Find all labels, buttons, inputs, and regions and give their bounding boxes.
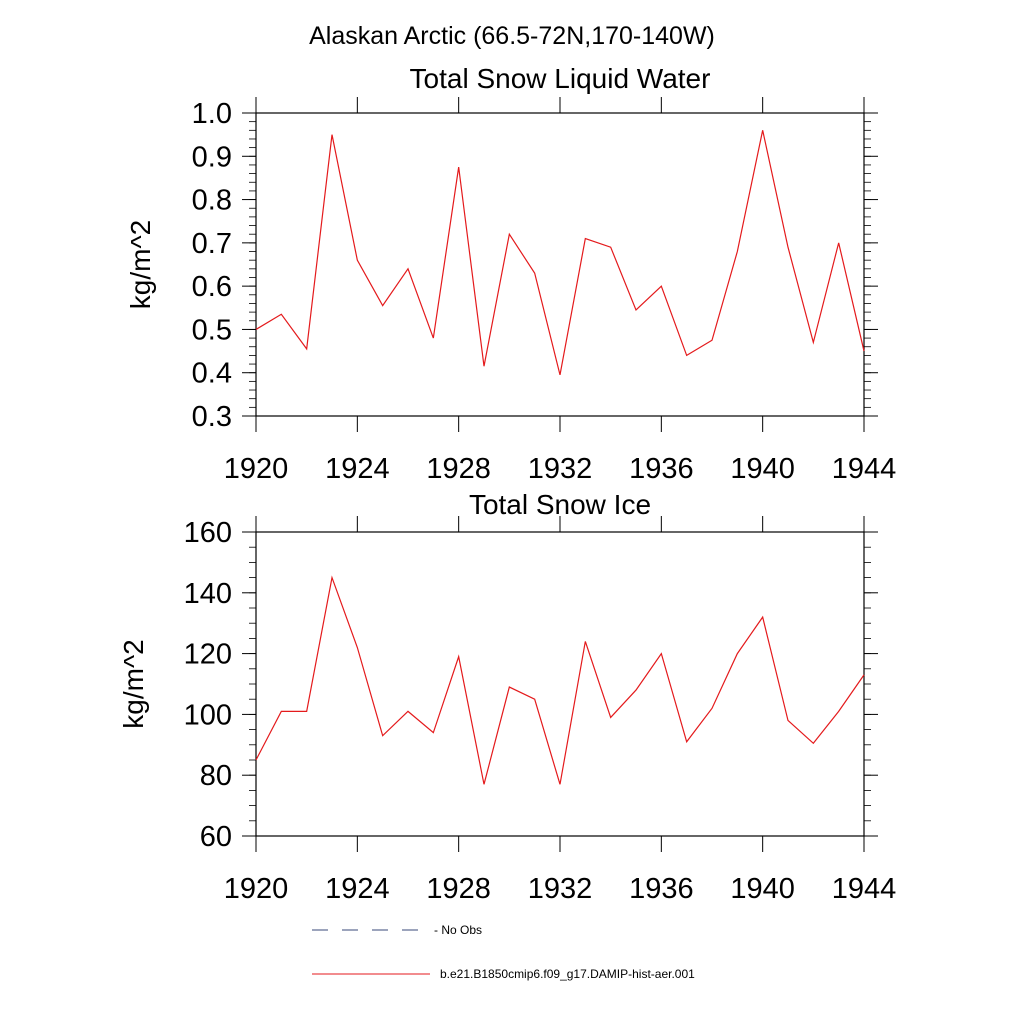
chart-panels: Total Snow Liquid Water kg/m^2 1920 1924 192… xyxy=(118,63,896,905)
x-tick-label: 1932 xyxy=(528,873,593,905)
y-tick-label: 160 xyxy=(184,517,232,549)
x-tick-label: 1924 xyxy=(325,873,390,905)
y-tick-label: 80 xyxy=(200,760,232,792)
y-tick-label: 120 xyxy=(184,639,232,671)
x-tick-label: 1928 xyxy=(426,873,491,905)
y-tick-label: 100 xyxy=(184,699,232,731)
y-tick-label: 0.6 xyxy=(192,271,232,303)
legend-label-2: b.e21.B1850cmip6.f09_g17.DAMIP-hist-aer.… xyxy=(440,967,695,981)
x-tick-label: 1932 xyxy=(528,453,593,485)
plot-frame xyxy=(255,531,865,837)
x-tick-label: 1940 xyxy=(730,453,795,485)
y-tick-label: 140 xyxy=(184,578,232,610)
x-tick-label: 1924 xyxy=(325,453,390,485)
y-tick-label: 0.4 xyxy=(192,358,232,390)
chart-panel-1: Total Snow Liquid Water kg/m^2 1920 1924 192… xyxy=(125,63,896,485)
x-tick-label: 1928 xyxy=(426,453,491,485)
figure-title: Alaskan Arctic (66.5-72N,170-140W) xyxy=(309,22,715,50)
legend: - No Obs b.e21.B1850cmip6.f09_g17.DAMIP-h… xyxy=(312,923,695,981)
x-tick-label: 1920 xyxy=(224,453,289,485)
y-tick-label: 0.3 xyxy=(192,401,232,433)
chart-title: Total Snow Liquid Water xyxy=(410,63,711,94)
y-tick-label: 0.8 xyxy=(192,185,232,217)
y-tick-label: 1.0 xyxy=(192,98,232,130)
x-tick-label: 1920 xyxy=(224,873,289,905)
y-tick-label: 0.7 xyxy=(192,228,232,260)
y-tick-label: 0.5 xyxy=(192,314,232,346)
legend-label-1: - No Obs xyxy=(434,923,482,937)
x-tick-label: 1936 xyxy=(629,873,694,905)
x-tick-label: 1936 xyxy=(629,453,694,485)
x-tick-label: 1944 xyxy=(832,873,897,905)
x-tick-label: 1944 xyxy=(832,453,897,485)
y-tick-label: 60 xyxy=(200,821,232,853)
x-tick-label: 1940 xyxy=(730,873,795,905)
chart-title: Total Snow Ice xyxy=(469,489,651,520)
series-line-1 xyxy=(255,130,865,376)
chart-panel-2: Total Snow Ice kg/m^2 1920 1924 1928 1932 1936… xyxy=(118,489,896,905)
plot-frame xyxy=(255,112,865,417)
y-axis-label: kg/m^2 xyxy=(125,220,156,309)
series-line-1 xyxy=(255,575,865,785)
y-tick-label: 0.9 xyxy=(192,141,232,173)
y-axis-label: kg/m^2 xyxy=(118,639,149,728)
